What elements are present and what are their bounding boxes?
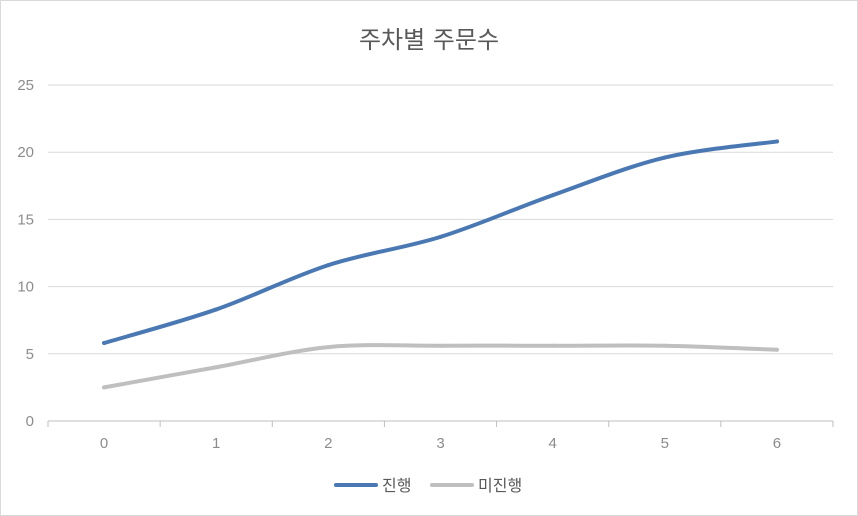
data-point — [326, 345, 331, 350]
x-tick-label: 2 — [324, 435, 332, 452]
data-point — [214, 365, 219, 370]
data-point — [774, 347, 779, 352]
data-point — [214, 307, 219, 312]
data-point — [102, 341, 107, 346]
y-tick-label: 10 — [17, 279, 34, 296]
x-tick-label: 4 — [548, 435, 556, 452]
legend: 진행 미진행 — [334, 476, 522, 495]
chart-title: 주차별 주문수 — [359, 26, 499, 54]
data-point — [438, 343, 443, 348]
x-tick-label: 0 — [100, 435, 108, 452]
y-tick-label: 15 — [17, 211, 34, 228]
series-lines — [102, 139, 779, 390]
x-tick-label: 5 — [661, 435, 669, 452]
data-point — [438, 234, 443, 239]
data-point — [550, 193, 555, 198]
x-tick-label: 6 — [773, 435, 781, 452]
y-tick-label: 25 — [17, 77, 34, 94]
x-tick-label: 1 — [212, 435, 220, 452]
series-line-1 — [102, 343, 779, 390]
y-tick-label: 5 — [26, 346, 34, 363]
y-tick-label: 20 — [17, 144, 34, 161]
x-tick-label: 3 — [436, 435, 444, 452]
data-point — [774, 139, 779, 144]
data-point — [662, 155, 667, 160]
y-tick-label: 0 — [26, 413, 34, 430]
data-point — [326, 263, 331, 268]
data-point — [550, 343, 555, 348]
y-axis-ticks: 0 5 10 15 20 25 — [17, 77, 34, 430]
x-axis-ticks: 0 1 2 3 4 5 6 — [100, 435, 781, 452]
series-line-0 — [102, 139, 779, 346]
gridlines — [48, 84, 833, 355]
legend-label-1: 미진행 — [478, 476, 522, 495]
legend-label-0: 진행 — [382, 476, 411, 495]
data-point — [102, 385, 107, 390]
x-axis — [47, 420, 834, 427]
data-point — [662, 343, 667, 348]
